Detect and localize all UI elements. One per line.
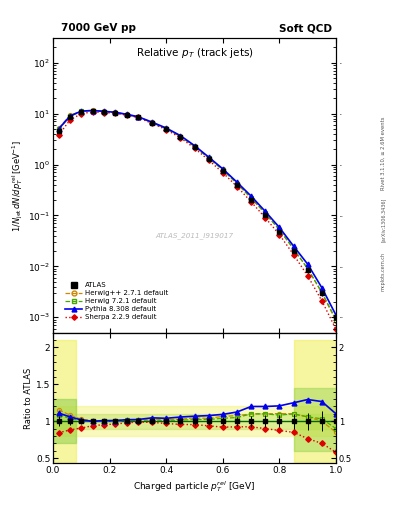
Text: Rivet 3.1.10, ≥ 2.6M events: Rivet 3.1.10, ≥ 2.6M events [381, 117, 386, 190]
Legend: ATLAS, Herwig++ 2.7.1 default, Herwig 7.2.1 default, Pythia 8.308 default, Sherp: ATLAS, Herwig++ 2.7.1 default, Herwig 7.… [62, 280, 171, 323]
Text: ATLAS_2011_I919017: ATLAS_2011_I919017 [156, 232, 233, 239]
Text: mcplots.cern.ch: mcplots.cern.ch [381, 252, 386, 291]
Text: Relative $p_T$ (track jets): Relative $p_T$ (track jets) [136, 46, 253, 60]
Text: Soft QCD: Soft QCD [279, 23, 332, 33]
Text: 7000 GeV pp: 7000 GeV pp [61, 23, 136, 33]
Bar [53, 414, 336, 429]
Text: [arXiv:1306.3436]: [arXiv:1306.3436] [381, 198, 386, 242]
Bar [53, 407, 336, 436]
Y-axis label: $1/N_\mathrm{jet}\,dN/dp_T^\mathrm{rel}\,[\mathrm{GeV}^{-1}]$: $1/N_\mathrm{jet}\,dN/dp_T^\mathrm{rel}\… [11, 139, 25, 232]
Y-axis label: Ratio to ATLAS: Ratio to ATLAS [24, 367, 33, 429]
X-axis label: Charged particle $p_T^{rel}$ [GeV]: Charged particle $p_T^{rel}$ [GeV] [134, 479, 255, 494]
